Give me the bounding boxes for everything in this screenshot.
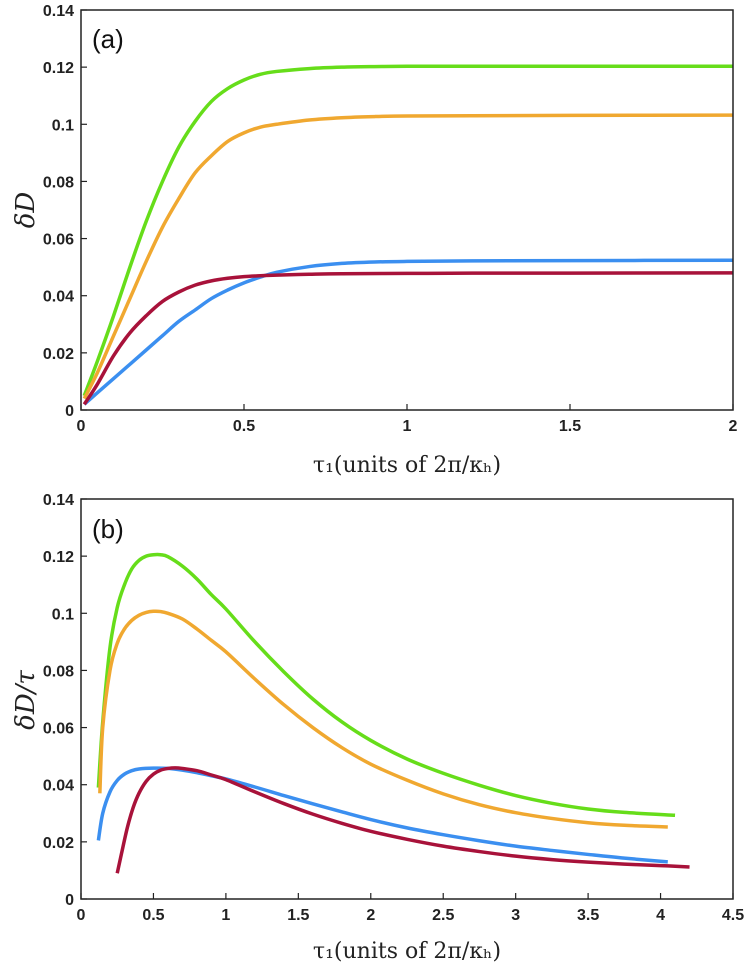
series-line-orange-b — [98, 609, 668, 829]
x-tick-label-b: 0.5 — [142, 907, 164, 924]
plot-frame-b — [80, 498, 734, 900]
plot-frame-a — [80, 9, 734, 411]
y-tick-label-b: 0.12 — [43, 549, 74, 566]
y-tick-label-b: 0.14 — [43, 492, 74, 509]
panel-label-a: (a) — [92, 24, 124, 54]
x-tick-label-b: 0 — [77, 907, 86, 924]
x-tick-label-b: 1.5 — [287, 907, 309, 924]
x-axis-label-b: τ₁(units of 2π/κₕ) — [313, 939, 501, 964]
x-tick-label-a: 0 — [77, 418, 86, 435]
x-tick-label-b: 3.5 — [577, 907, 599, 924]
series-line-blue-a — [83, 258, 734, 406]
y-tick-label-b: 0.08 — [43, 663, 74, 680]
y-axis-label-a: δD — [11, 192, 41, 229]
y-tick-label-a: 0.12 — [43, 60, 74, 77]
x-tick-label-a: 1 — [403, 418, 412, 435]
series-line-crimson-a — [82, 271, 734, 406]
y-tick-label-a: 0.1 — [52, 117, 74, 134]
x-tick-label-b: 4.5 — [722, 907, 744, 924]
panel-b: 0 0.5 1 1.5 2 2.5 3 3.5 4 4.5 0 0.02 0.04 0.06 0.08 0.1… — [11, 492, 744, 964]
series-line-green-b — [96, 552, 676, 818]
series-line-crimson-b — [115, 766, 690, 874]
y-axis-label-b: δD/τ — [11, 670, 41, 730]
x-tick-label-b: 3 — [511, 907, 520, 924]
x-tick-label-a: 0.5 — [233, 418, 255, 435]
panel-label-b: (b) — [92, 514, 124, 544]
y-tick-label-b: 0 — [65, 892, 74, 909]
x-tick-label-b: 2.5 — [432, 907, 454, 924]
y-tick-label-b: 0.1 — [52, 606, 74, 623]
series-line-blue-b — [96, 766, 668, 864]
y-tick-label-a: 0.06 — [43, 232, 74, 249]
y-tick-label-b: 0.06 — [43, 721, 74, 738]
x-tick-label-b: 4 — [656, 907, 665, 924]
y-tick-label-a: 0.08 — [43, 174, 74, 191]
y-tick-label-a: 0.14 — [43, 3, 74, 20]
y-tick-label-a: 0 — [65, 403, 74, 420]
series-line-orange-a — [82, 113, 734, 400]
series-line-green-a — [82, 64, 733, 397]
y-tick-label-a: 0.04 — [43, 289, 74, 306]
y-tick-label-b: 0.04 — [43, 778, 74, 795]
x-tick-label-b: 1 — [221, 907, 230, 924]
x-tick-label-b: 2 — [366, 907, 375, 924]
panel-a: 0 0.5 1 1.5 2 0 0.02 0.04 0.06 0.08 0.1 0.12 0.14 (a… — [11, 3, 738, 478]
y-tick-label-a: 0.02 — [43, 346, 74, 363]
y-tick-label-b: 0.02 — [43, 835, 74, 852]
x-axis-label-a: τ₁(units of 2π/κₕ) — [313, 453, 501, 478]
x-tick-label-a: 1.5 — [559, 418, 581, 435]
x-tick-label-a: 2 — [729, 418, 738, 435]
